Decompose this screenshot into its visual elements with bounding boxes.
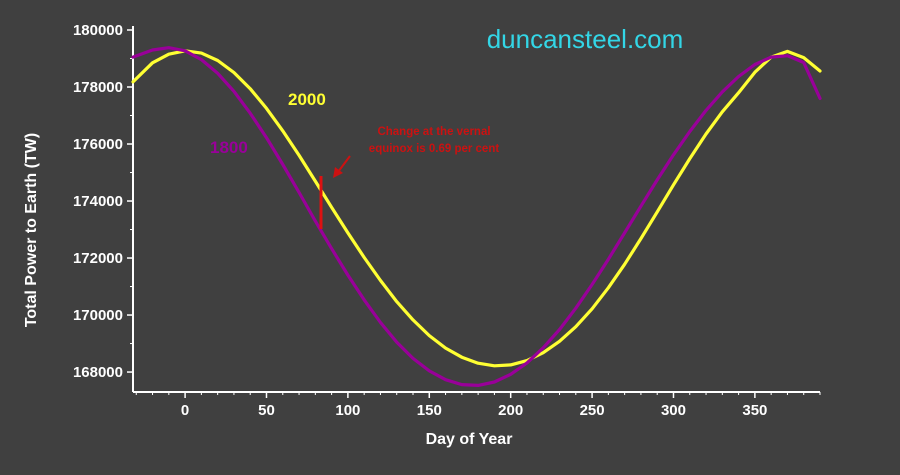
x-tick-label: 50 (258, 402, 275, 419)
axes (132, 26, 820, 393)
y-tick-label: 168000 (73, 364, 123, 381)
ticks: 168000 170000 172000 174000 176000 178000 1800… (73, 22, 821, 419)
x-tick-label: 100 (335, 402, 360, 419)
y-tick-label: 178000 (73, 79, 123, 96)
watermark-text: duncansteel.com (487, 24, 684, 54)
series-line-2000 (131, 49, 822, 368)
y-tick-label: 172000 (73, 250, 123, 267)
y-tick-label: 180000 (73, 22, 123, 39)
annotation-arrow-head (333, 167, 343, 178)
x-tick-label: 300 (661, 402, 686, 419)
x-tick-label: 200 (498, 402, 523, 419)
annotation-arrow-shaft (337, 155, 351, 173)
x-tick-label: 350 (742, 402, 767, 419)
x-tick-label: 250 (580, 402, 605, 419)
series-label-1800: 1800 (210, 138, 248, 157)
y-tick-label: 176000 (73, 136, 123, 153)
series-group (131, 46, 822, 387)
annotation-line-2: equinox is 0.69 per cent (369, 143, 500, 155)
y-tick-label: 170000 (73, 307, 123, 324)
series-label-2000: 2000 (288, 90, 326, 109)
annotation-line-1: Change at the vernal (377, 126, 490, 138)
y-tick-label: 174000 (73, 193, 123, 210)
series-line-1800 (131, 46, 822, 387)
x-tick-label: 0 (181, 402, 189, 419)
x-tick-label: 150 (417, 402, 442, 419)
x-axis-title: Day of Year (426, 431, 513, 448)
y-axis-title: Total Power to Earth (TW) (23, 133, 40, 327)
